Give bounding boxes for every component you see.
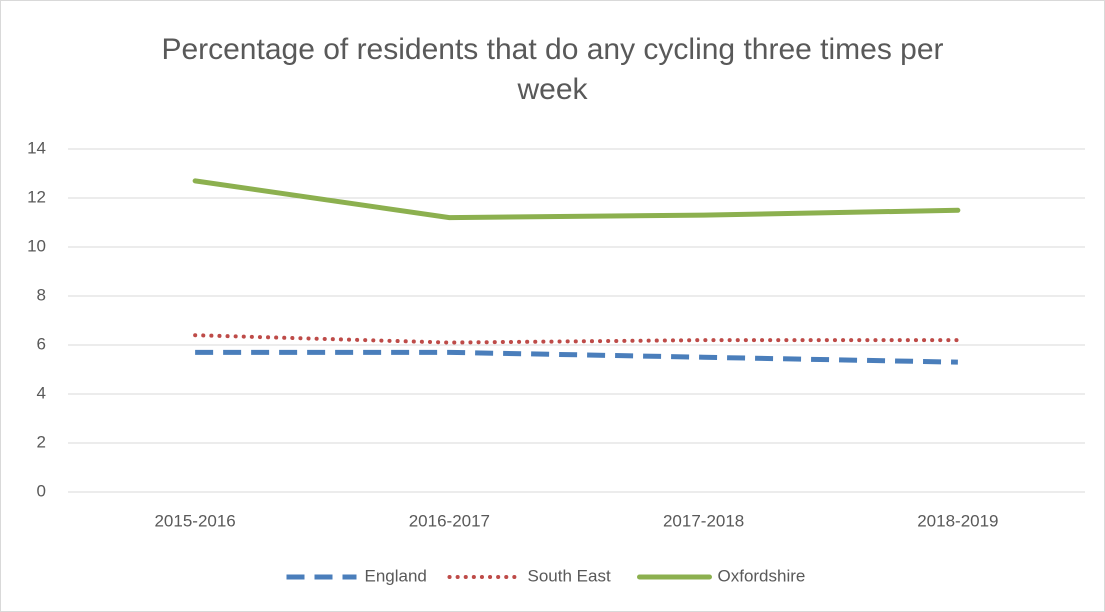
y-tick-label: 6 <box>37 334 46 353</box>
y-tick-label: 2 <box>37 432 46 451</box>
x-tick-label: 2018-2019 <box>917 511 998 530</box>
x-tick-label: 2016-2017 <box>409 511 490 530</box>
y-tick-label: 0 <box>37 481 46 500</box>
y-tick-label: 4 <box>37 383 46 402</box>
y-tick-label: 10 <box>27 236 46 255</box>
y-tick-label: 14 <box>27 138 46 157</box>
y-tick-label: 12 <box>27 187 46 206</box>
series-line <box>195 349 958 365</box>
legend-label: England <box>365 566 427 585</box>
legend-label: South East <box>528 566 611 585</box>
y-tick-label: 8 <box>37 285 46 304</box>
chart-title: Percentage of residents that do any cycl… <box>161 33 944 106</box>
x-tick-label: 2017-2018 <box>663 511 744 530</box>
x-tick-label: 2015-2016 <box>154 511 235 530</box>
series-line <box>192 178 961 221</box>
series-line <box>193 333 960 345</box>
legend-label: Oxfordshire <box>718 566 806 585</box>
